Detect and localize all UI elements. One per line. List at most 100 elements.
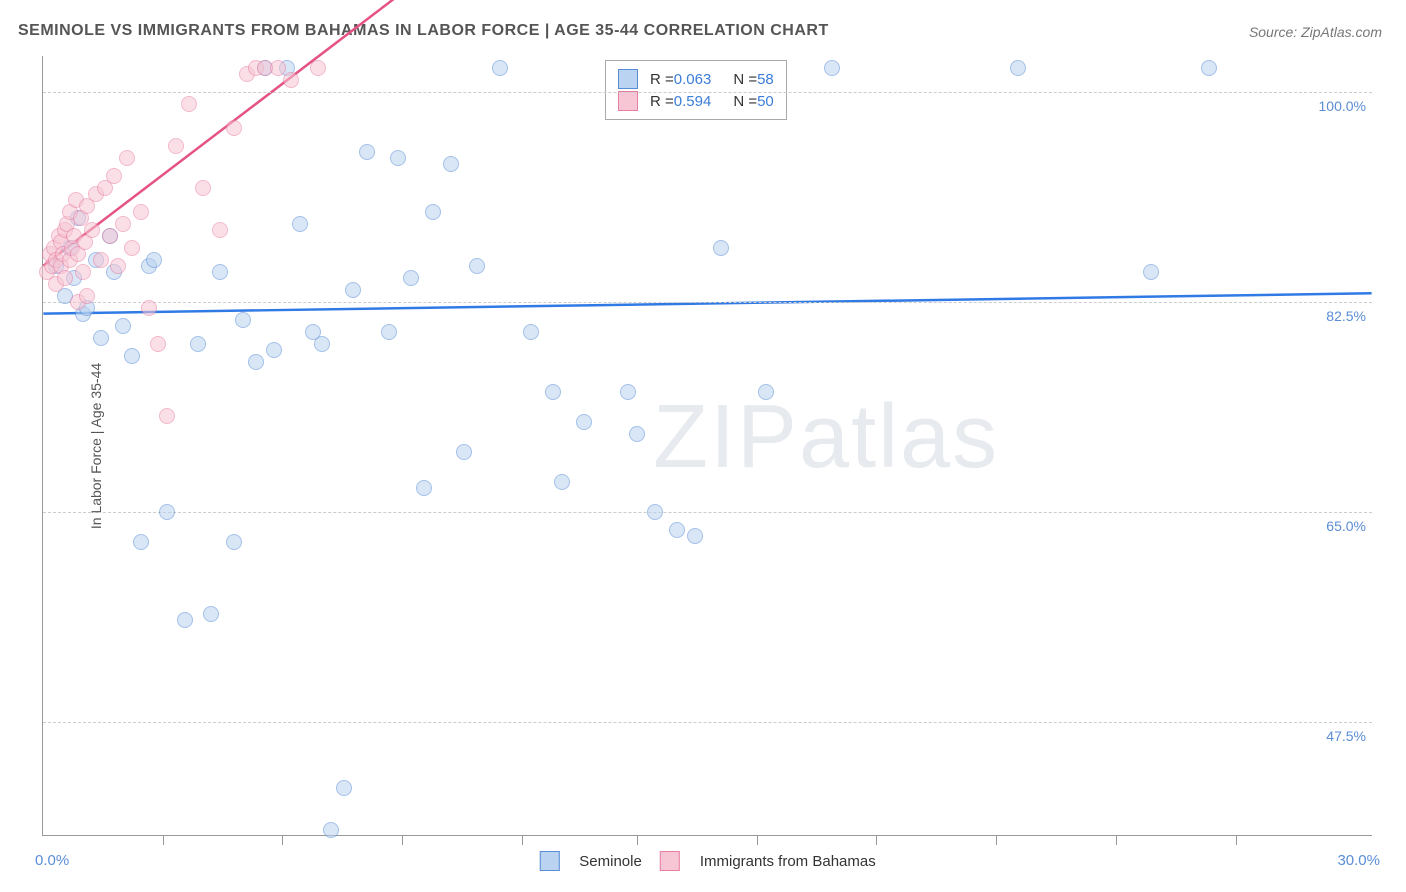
scatter-point-bahamas: [102, 228, 118, 244]
trend-lines: [43, 56, 1372, 835]
scatter-point-seminole: [359, 144, 375, 160]
gridline: [43, 512, 1372, 513]
scatter-point-bahamas: [124, 240, 140, 256]
scatter-point-seminole: [146, 252, 162, 268]
scatter-point-seminole: [687, 528, 703, 544]
x-tick: [996, 835, 997, 845]
x-axis-max-label: 30.0%: [1337, 852, 1380, 869]
n-label: N =: [733, 93, 757, 110]
scatter-point-bahamas: [270, 60, 286, 76]
scatter-point-seminole: [381, 324, 397, 340]
scatter-point-seminole: [416, 480, 432, 496]
swatch-bahamas: [660, 851, 680, 871]
scatter-point-seminole: [235, 312, 251, 328]
scatter-point-seminole: [314, 336, 330, 352]
scatter-point-bahamas: [110, 258, 126, 274]
scatter-point-bahamas: [283, 72, 299, 88]
source-name: ZipAtlas.com: [1301, 24, 1382, 40]
x-tick: [282, 835, 283, 845]
x-tick: [1116, 835, 1117, 845]
legend-label: Immigrants from Bahamas: [700, 853, 876, 870]
scatter-point-seminole: [492, 60, 508, 76]
scatter-point-bahamas: [159, 408, 175, 424]
n-label: N =: [733, 71, 757, 88]
scatter-point-seminole: [336, 780, 352, 796]
scatter-point-bahamas: [133, 204, 149, 220]
scatter-point-seminole: [190, 336, 206, 352]
n-value: 58: [757, 71, 774, 88]
x-tick: [522, 835, 523, 845]
scatter-point-bahamas: [181, 96, 197, 112]
swatch-seminole: [539, 851, 559, 871]
legend-item-bahamas: Immigrants from Bahamas: [660, 851, 876, 871]
scatter-point-seminole: [425, 204, 441, 220]
r-label: R =: [650, 93, 674, 110]
scatter-point-seminole: [824, 60, 840, 76]
gridline: [43, 722, 1372, 723]
scatter-point-bahamas: [84, 222, 100, 238]
scatter-point-seminole: [443, 156, 459, 172]
scatter-point-seminole: [629, 426, 645, 442]
scatter-point-bahamas: [212, 222, 228, 238]
scatter-point-seminole: [620, 384, 636, 400]
x-tick: [402, 835, 403, 845]
scatter-point-seminole: [323, 822, 339, 838]
scatter-point-seminole: [713, 240, 729, 256]
gridline: [43, 92, 1372, 93]
correlation-legend: R = 0.063 N = 58 R = 0.594 N = 50: [605, 60, 787, 120]
swatch-seminole: [618, 69, 638, 89]
scatter-point-seminole: [93, 330, 109, 346]
scatter-point-bahamas: [119, 150, 135, 166]
scatter-point-seminole: [248, 354, 264, 370]
scatter-point-seminole: [758, 384, 774, 400]
swatch-bahamas: [618, 91, 638, 111]
scatter-point-seminole: [554, 474, 570, 490]
scatter-point-seminole: [159, 504, 175, 520]
scatter-point-bahamas: [106, 168, 122, 184]
r-value: 0.594: [674, 93, 712, 110]
scatter-point-seminole: [266, 342, 282, 358]
scatter-point-bahamas: [93, 252, 109, 268]
scatter-point-bahamas: [115, 216, 131, 232]
y-tick-label: 100.0%: [1319, 98, 1366, 114]
scatter-point-bahamas: [226, 120, 242, 136]
scatter-point-bahamas: [141, 300, 157, 316]
r-label: R =: [650, 71, 674, 88]
x-tick: [637, 835, 638, 845]
scatter-point-seminole: [669, 522, 685, 538]
scatter-point-seminole: [469, 258, 485, 274]
scatter-point-bahamas: [79, 288, 95, 304]
legend-item-seminole: Seminole: [539, 851, 642, 871]
scatter-point-seminole: [456, 444, 472, 460]
r-value: 0.063: [674, 71, 712, 88]
y-tick-label: 65.0%: [1326, 518, 1366, 534]
y-tick-label: 47.5%: [1326, 728, 1366, 744]
scatter-point-seminole: [1010, 60, 1026, 76]
scatter-point-seminole: [1143, 264, 1159, 280]
legend-label: Seminole: [579, 853, 642, 870]
scatter-point-seminole: [403, 270, 419, 286]
n-value: 50: [757, 93, 774, 110]
scatter-point-seminole: [1201, 60, 1217, 76]
scatter-point-seminole: [345, 282, 361, 298]
y-tick-label: 82.5%: [1326, 308, 1366, 324]
scatter-point-seminole: [133, 534, 149, 550]
correlation-row-seminole: R = 0.063 N = 58: [618, 69, 774, 89]
scatter-point-bahamas: [57, 270, 73, 286]
scatter-point-seminole: [203, 606, 219, 622]
gridline: [43, 302, 1372, 303]
scatter-point-seminole: [212, 264, 228, 280]
source-prefix: Source:: [1249, 24, 1301, 40]
scatter-point-seminole: [647, 504, 663, 520]
scatter-point-seminole: [115, 318, 131, 334]
correlation-row-bahamas: R = 0.594 N = 50: [618, 91, 774, 111]
trend-line-seminole: [43, 293, 1371, 313]
scatter-point-bahamas: [150, 336, 166, 352]
scatter-point-seminole: [576, 414, 592, 430]
scatter-point-bahamas: [75, 264, 91, 280]
x-axis-min-label: 0.0%: [35, 852, 69, 869]
x-tick: [757, 835, 758, 845]
scatter-point-seminole: [177, 612, 193, 628]
scatter-point-seminole: [124, 348, 140, 364]
series-legend: Seminole Immigrants from Bahamas: [539, 851, 875, 871]
